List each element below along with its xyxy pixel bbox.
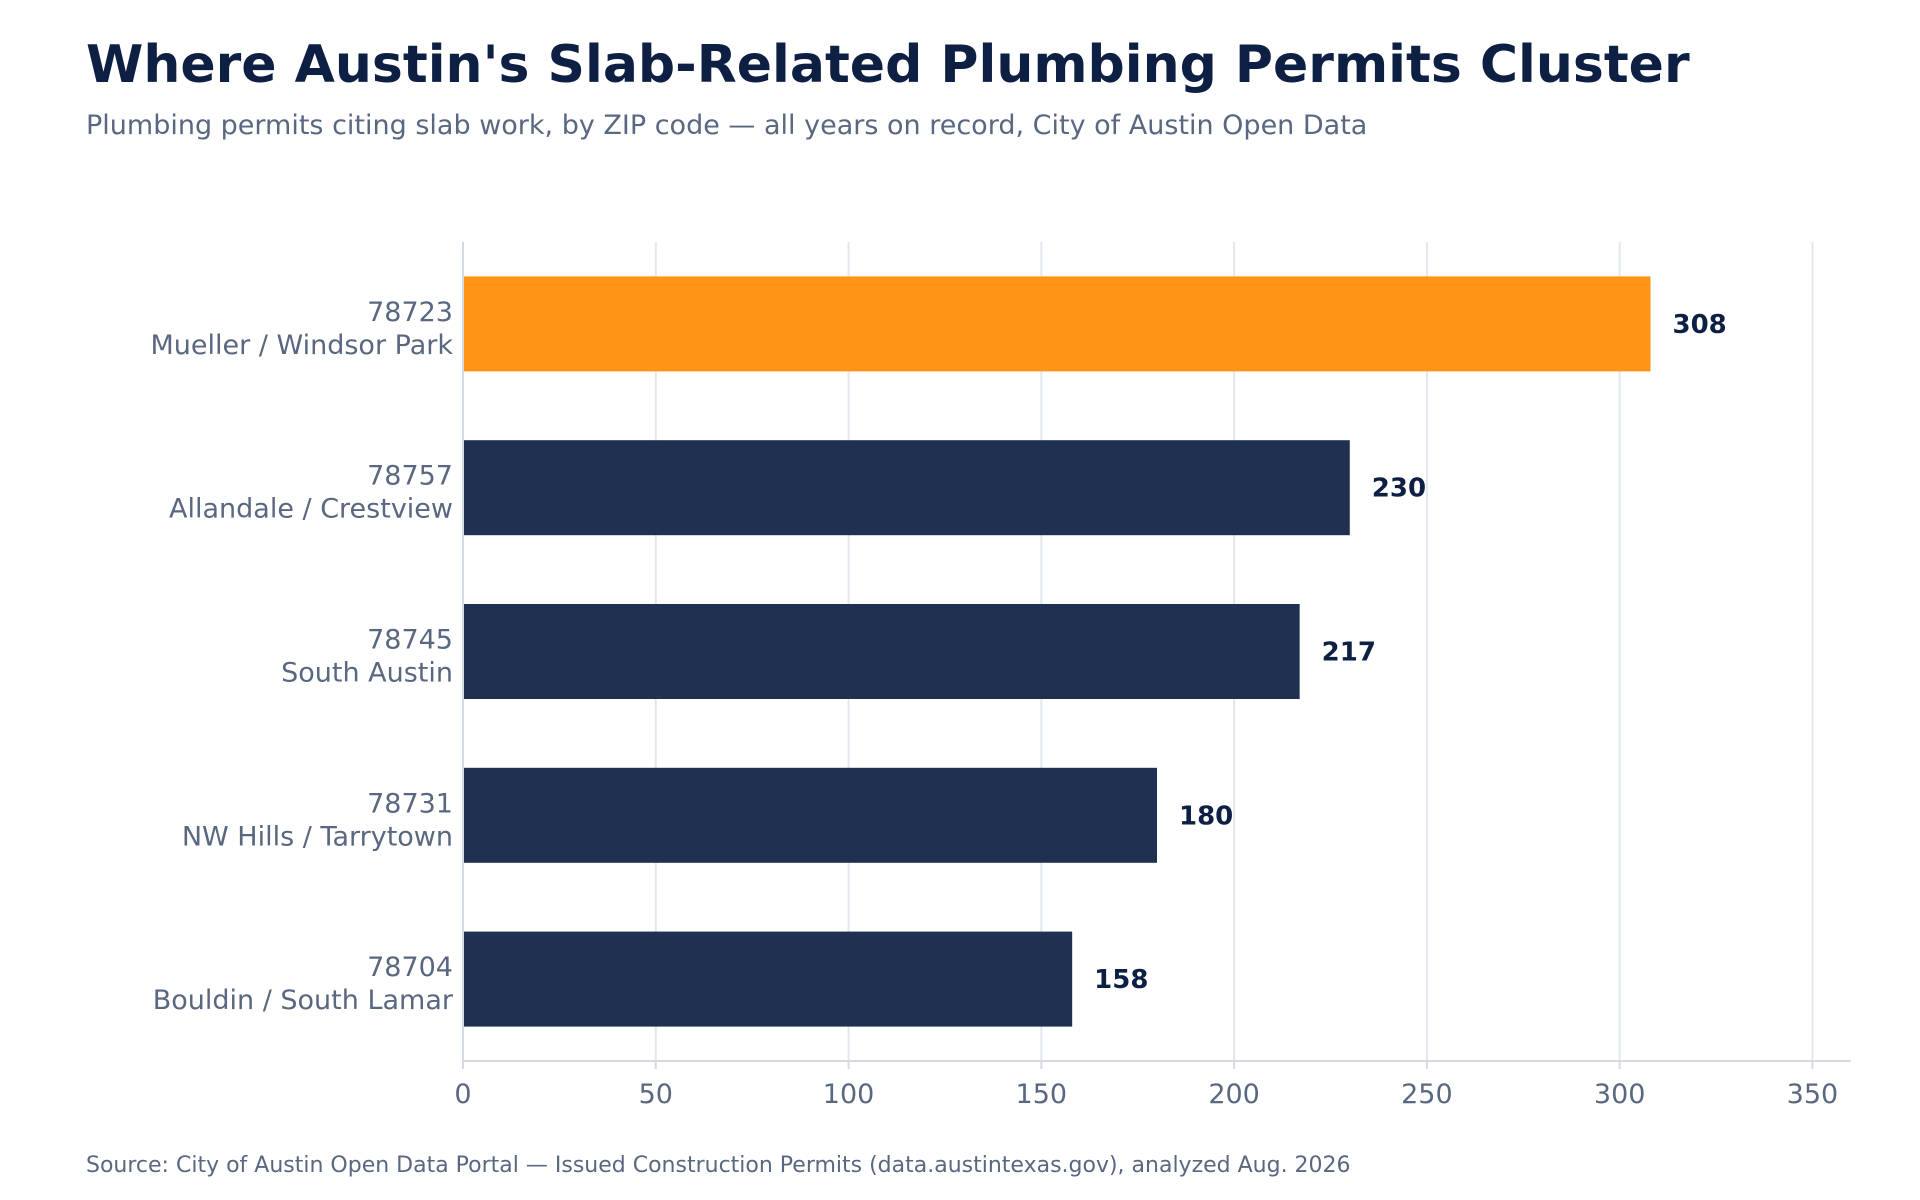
x-tick-label: 50 (639, 1079, 673, 1110)
bar (463, 440, 1350, 536)
x-tick-label: 200 (1208, 1079, 1260, 1110)
chart-subtitle: Plumbing permits citing slab work, by ZI… (86, 110, 1368, 141)
category-zip-label: 78704 (367, 952, 453, 983)
category-zip-label: 78723 (367, 297, 453, 328)
bar (463, 931, 1073, 1027)
category-name-label: Mueller / Windsor Park (151, 330, 454, 361)
x-tick-label: 150 (1016, 1079, 1068, 1110)
category-zip-label: 78745 (367, 625, 453, 656)
x-tick-label: 0 (454, 1079, 471, 1110)
x-tick-label: 100 (823, 1079, 875, 1110)
category-name-label: NW Hills / Tarrytown (182, 821, 453, 852)
category-name-label: Bouldin / South Lamar (153, 985, 454, 1016)
value-label: 308 (1673, 310, 1727, 340)
value-label: 158 (1094, 965, 1148, 995)
x-tick-label: 350 (1787, 1079, 1839, 1110)
category-name-label: South Austin (281, 658, 453, 689)
value-label: 217 (1322, 638, 1376, 668)
bar (463, 767, 1157, 863)
category-zip-label: 78757 (367, 461, 453, 492)
source-note: Source: City of Austin Open Data Portal … (86, 1153, 1351, 1178)
bar (463, 603, 1300, 700)
value-label: 230 (1372, 474, 1426, 504)
chart-title: Where Austin's Slab-Related Plumbing Per… (86, 35, 1690, 95)
x-tick-label: 300 (1594, 1079, 1646, 1110)
value-label: 180 (1179, 801, 1233, 831)
x-tick-label: 250 (1401, 1079, 1453, 1110)
category-name-label: Allandale / Crestview (169, 494, 453, 525)
category-zip-label: 78731 (367, 788, 453, 819)
bar (463, 276, 1651, 372)
bars (463, 276, 1651, 1027)
axes (462, 242, 1851, 1069)
